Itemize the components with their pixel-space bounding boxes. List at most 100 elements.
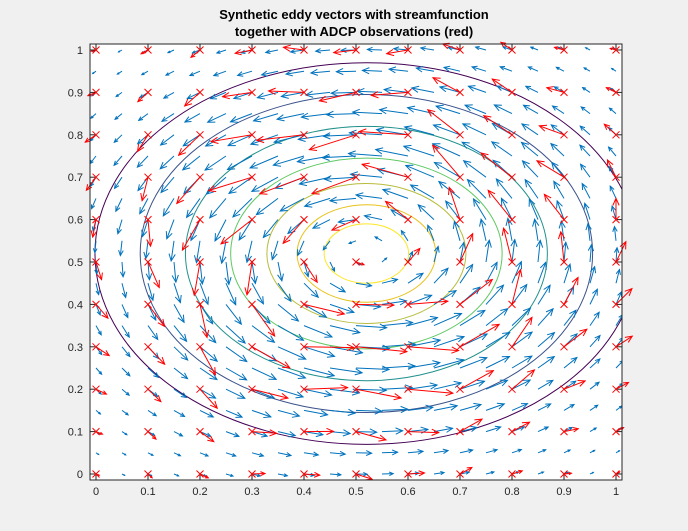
eddy-vector [117,49,123,53]
eddy-vector [329,89,357,97]
eddy-vector [615,268,621,284]
eddy-vector [173,283,182,304]
eddy-vector [433,267,449,284]
eddy-vector [381,427,404,435]
eddy-vector [529,46,539,51]
adcp-observation-vector [603,123,617,136]
adcp-observation-vector [553,46,565,51]
x-tick-label: 0.7 [452,486,467,498]
eddy-vector [563,356,578,369]
eddy-vector [490,141,513,157]
eddy-vector [485,448,499,454]
eddy-vector [522,104,539,115]
eddy-vector [173,325,188,343]
eddy-vector [520,141,539,157]
adcp-observation-vector [407,470,426,477]
eddy-vector [256,91,279,100]
adcp-observation-vector [220,219,253,245]
adcp-observation-vector [563,276,579,305]
eddy-vector [537,426,550,433]
adcp-observation-vector [199,346,217,376]
adcp-observation-vector [543,193,565,220]
adcp-observation-vector [357,128,409,136]
eddy-vector [583,202,591,220]
eddy-vector [303,325,334,338]
eddy-vector [303,409,329,418]
eddy-vector [113,176,123,190]
eddy-vector [553,180,565,199]
eddy-vector [461,123,487,136]
adcp-observation-vector [251,346,291,369]
eddy-vector [226,155,253,171]
eddy-vector [556,199,565,220]
eddy-vector [485,261,498,284]
eddy-vector [270,240,279,261]
eddy-vector [434,104,461,115]
eddy-vector [147,325,159,341]
eddy-vector [121,304,129,319]
eddy-vector [277,261,284,283]
eddy-vector [205,176,227,195]
eddy-vector [225,431,241,438]
adcp-observation-vector [407,428,440,436]
eddy-vector [355,450,373,456]
adcp-observation-vector [384,200,409,220]
eddy-vector [615,450,621,454]
adcp-observation-vector [199,304,210,339]
eddy-vector [121,325,130,339]
eddy-vector [209,91,227,100]
eddy-vector [474,45,487,51]
eddy-vector [303,388,333,398]
eddy-vector [584,47,591,51]
eddy-vector [361,67,383,75]
adcp-observation-vector [511,469,524,475]
eddy-vector [511,355,533,369]
eddy-vector [589,334,601,348]
eddy-vector [415,65,435,73]
eddy-vector [173,367,189,380]
streamfunction-contours [94,62,622,445]
adcp-observation-vector [95,346,111,357]
x-tick-label: 0 [93,486,99,498]
eddy-vector [277,452,293,458]
adcp-observation-vector [84,134,97,143]
eddy-vector [374,147,409,157]
eddy-vector [328,196,357,204]
adcp-observation-vector [431,77,461,93]
eddy-vector [407,404,435,412]
adcp-observation-vector [355,261,366,266]
eddy-vector [581,86,591,93]
eddy-vector [116,70,123,75]
adcp-observation-vector [615,471,621,475]
eddy-vector [188,70,201,77]
eddy-vector [579,163,591,178]
eddy-vector [303,303,328,318]
eddy-vector [325,110,357,118]
eddy-vector [375,127,409,136]
eddy-vector [183,113,201,123]
eddy-vector [381,188,409,199]
adcp-observation-vector [303,427,335,436]
adcp-observation-vector [609,47,617,51]
adcp-observation-vector [303,471,321,478]
contour-line [184,125,548,382]
eddy-vector [260,70,279,77]
eddy-vector [466,178,487,199]
eddy-vector [580,106,591,115]
eddy-vector [277,431,297,438]
eddy-vector [251,282,264,305]
adcp-observation-vector [139,49,149,55]
adcp-observation-vector [318,91,357,103]
eddy-vector [381,405,409,414]
eddy-vector [238,219,253,241]
eddy-vector [347,240,357,245]
adcp-observation-vector [90,219,98,239]
eddy-vector [303,197,331,208]
adcp-observation-vector [511,421,531,433]
adcp-observation-vector [557,230,566,263]
eddy-vector [208,198,227,219]
contour-line [94,62,622,445]
eddy-vector [279,197,305,212]
eddy-vector [355,386,388,394]
eddy-vector [381,277,399,284]
